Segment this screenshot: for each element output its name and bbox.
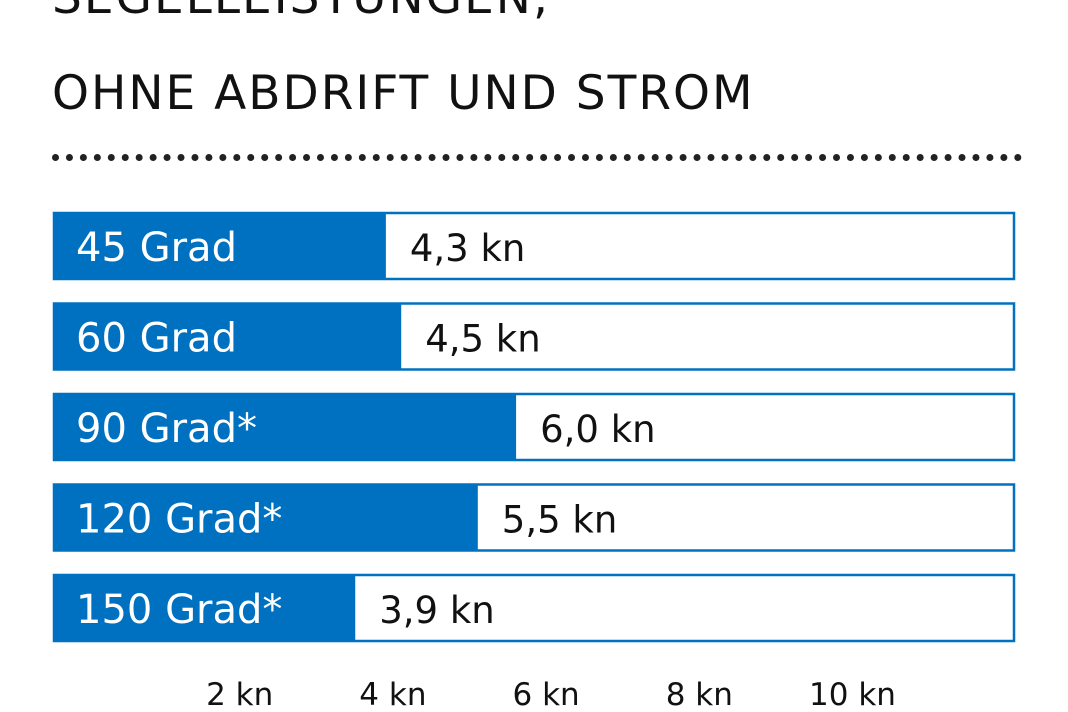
- bar: [53, 393, 517, 461]
- category-label: 150 Grad*: [76, 587, 282, 633]
- bar: [53, 483, 478, 552]
- bar: [53, 212, 386, 280]
- chart-title-line-1: SEGELLEISTUNGEN,: [52, 0, 550, 21]
- category-label: 90 Grad*: [76, 406, 257, 452]
- x-tick-label: 10 kn: [809, 677, 896, 712]
- x-tick-label: 6 kn: [513, 677, 580, 712]
- bar: [53, 302, 402, 371]
- value-label: 4,5 kn: [425, 318, 540, 361]
- value-label: 5,5 kn: [502, 499, 617, 542]
- value-label: 6,0 kn: [540, 408, 655, 451]
- category-label: 120 Grad*: [76, 497, 282, 543]
- x-tick-label: 2 kn: [206, 677, 273, 712]
- category-label: 60 Grad: [76, 316, 237, 362]
- value-label: 3,9 kn: [379, 589, 494, 632]
- value-label: 4,3 kn: [410, 227, 525, 270]
- x-tick-label: 8 kn: [666, 677, 733, 712]
- title-divider: [52, 154, 1022, 161]
- x-tick-label: 4 kn: [359, 677, 426, 712]
- category-label: 45 Grad: [76, 225, 237, 271]
- chart-title-line-2: OHNE ABDRIFT UND STROM: [52, 66, 755, 121]
- bar: [53, 574, 356, 642]
